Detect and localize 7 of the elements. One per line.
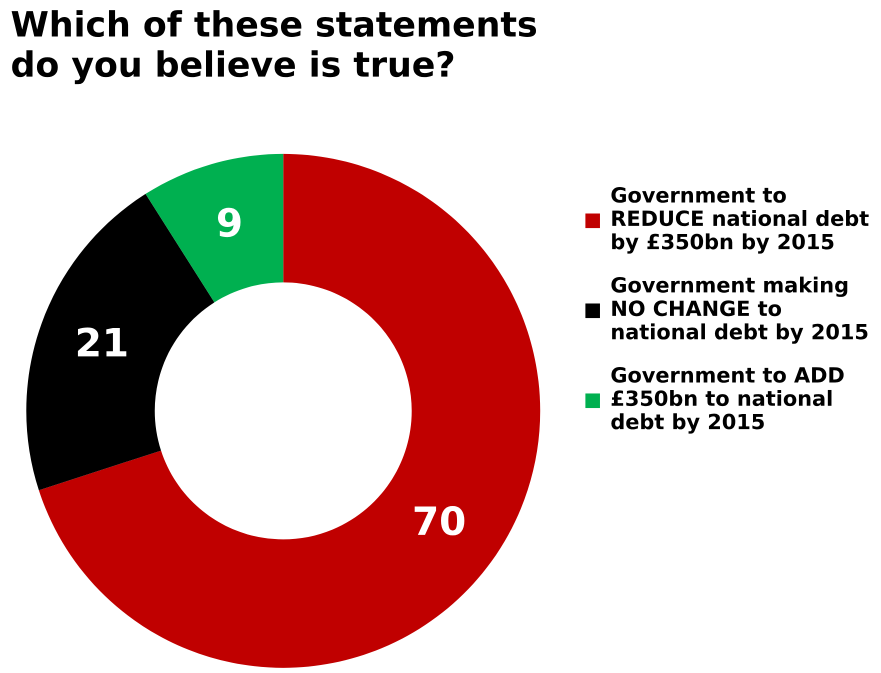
chart-title: Which of these statements do you believe is true? (12, 10, 536, 84)
legend-label: Government to REDUCE national debt by £350bn by 2015 (611, 187, 869, 254)
legend-label: Government to ADD £350bn to national debt by 2015 (611, 367, 844, 434)
legend-label: Government making NO CHANGE to national debt by 2015 (611, 276, 868, 344)
data-label: 21 (78, 327, 126, 356)
data-label: 70 (414, 506, 464, 536)
data-label: 9 (218, 208, 241, 238)
